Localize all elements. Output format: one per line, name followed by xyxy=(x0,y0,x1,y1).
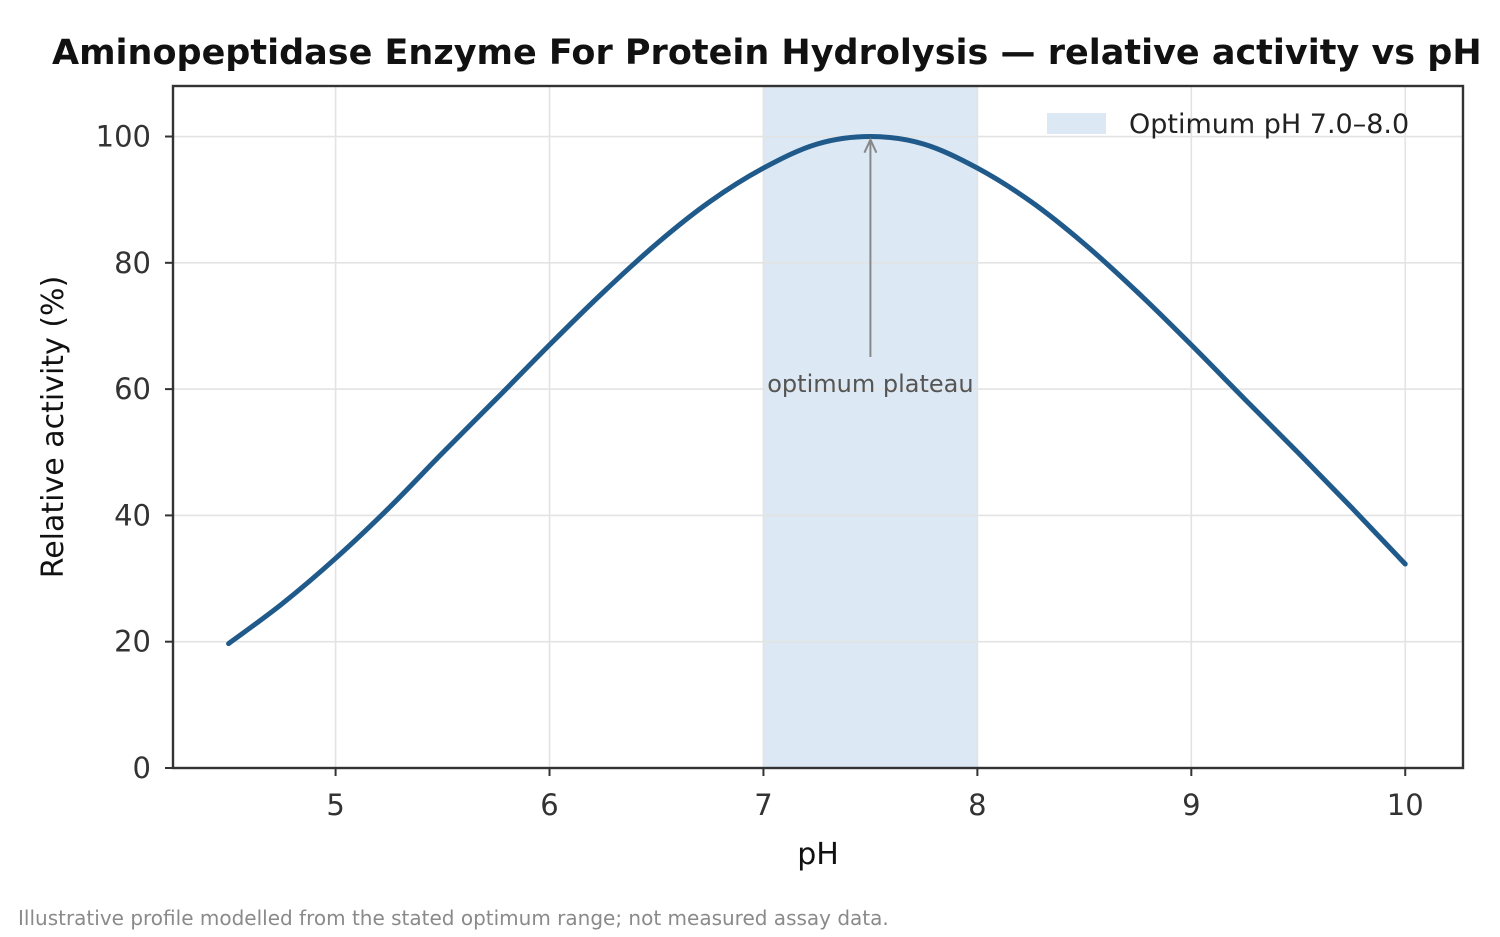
x-tick-label: 10 xyxy=(1387,788,1424,822)
y-tick-label: 60 xyxy=(114,372,151,406)
y-tick-label: 0 xyxy=(133,751,151,785)
legend-swatch-optimum xyxy=(1047,113,1106,134)
x-axis-label: pH xyxy=(797,837,839,872)
y-axis: 0 20 40 60 80 100 xyxy=(96,120,173,785)
x-tick-label: 5 xyxy=(326,788,344,822)
chart-title: Aminopeptidase Enzyme For Protein Hydrol… xyxy=(52,33,1482,73)
legend: Optimum pH 7.0–8.0 xyxy=(1047,109,1409,140)
x-tick-label: 7 xyxy=(754,788,772,822)
annotation-arrow-head xyxy=(863,137,878,154)
y-tick-label: 80 xyxy=(114,246,151,280)
y-tick-label: 20 xyxy=(114,625,151,659)
series-line-activity xyxy=(226,134,1408,647)
y-axis-label: Relative activity (%) xyxy=(36,276,71,579)
y-tick-label: 100 xyxy=(96,120,151,154)
series-layer xyxy=(226,134,1408,647)
annotation-layer: optimum plateau xyxy=(767,137,974,398)
y-tick-label: 40 xyxy=(114,498,151,532)
x-tick-label: 9 xyxy=(1182,788,1200,822)
plot-area: optimum plateau 5 6 7 8 9 10 0 20 40 60 80 100 xyxy=(96,84,1465,822)
x-tick-label: 8 xyxy=(968,788,986,822)
footnote: Illustrative profile modelled from the s… xyxy=(18,906,889,930)
x-axis: 5 6 7 8 9 10 xyxy=(326,768,1424,822)
annotation-label: optimum plateau xyxy=(767,370,973,398)
legend-label-optimum: Optimum pH 7.0–8.0 xyxy=(1129,109,1409,140)
x-tick-label: 6 xyxy=(540,788,558,822)
plot-frame xyxy=(171,84,1465,770)
